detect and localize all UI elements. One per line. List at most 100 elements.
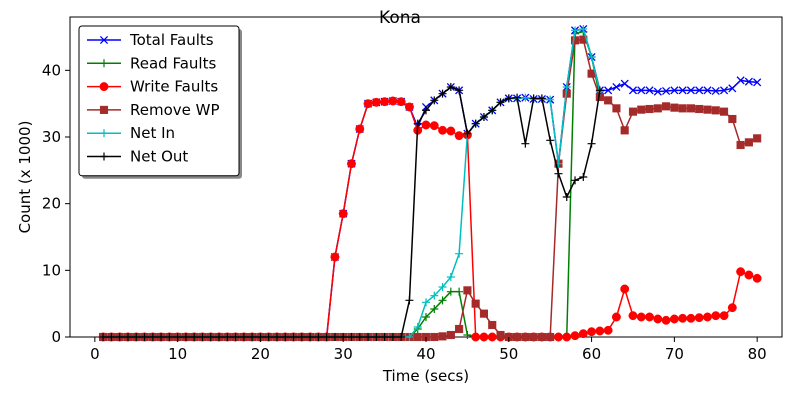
data-point-total-faults <box>678 86 687 95</box>
data-point-total-faults <box>736 76 745 85</box>
series-net-out <box>99 83 604 341</box>
data-point-remove-wp <box>537 332 546 342</box>
data-point-write-faults <box>719 311 729 321</box>
data-point-net-out <box>148 333 157 341</box>
y-tick-label: 10 <box>42 261 61 279</box>
x-tick-label: 70 <box>665 345 684 363</box>
data-point-write-faults <box>554 332 563 342</box>
x-tick-label: 20 <box>251 345 270 363</box>
data-point-net-out <box>438 89 447 98</box>
data-point-net-out <box>496 98 505 107</box>
data-point-net-out <box>306 333 315 341</box>
data-point-total-faults <box>670 86 679 95</box>
legend-marker-net-out <box>100 152 108 161</box>
data-point-net-in <box>571 26 580 35</box>
data-point-net-out <box>521 139 530 148</box>
data-point-write-faults <box>653 314 663 324</box>
data-point-net-out <box>248 333 257 341</box>
data-point-write-faults <box>330 252 340 262</box>
data-point-total-faults <box>695 86 704 95</box>
data-point-remove-wp <box>479 309 489 318</box>
data-point-net-in <box>413 323 422 331</box>
data-point-net-out <box>140 333 149 341</box>
data-point-write-faults <box>744 270 754 280</box>
y-axis-label: Count (x 1000) <box>16 121 34 234</box>
data-point-write-faults <box>562 332 572 342</box>
legend-marker-write-faults <box>99 82 109 92</box>
data-point-write-faults <box>454 131 464 141</box>
data-point-net-out <box>413 119 422 128</box>
x-tick-label: 40 <box>416 345 435 363</box>
data-point-write-faults <box>636 312 646 322</box>
data-point-remove-wp <box>413 332 422 342</box>
axes-layer: 0 10 20 30 40 50 60 70 80 0 10 20 30 40 <box>42 61 767 363</box>
data-point-net-out <box>190 333 199 341</box>
data-point-total-faults <box>653 87 662 96</box>
data-point-write-faults <box>611 312 621 322</box>
data-point-write-faults <box>711 311 721 321</box>
x-tick-label: 80 <box>748 345 767 363</box>
data-point-remove-wp <box>662 102 671 111</box>
series-layer <box>98 24 762 342</box>
y-tick-label: 40 <box>42 61 61 79</box>
data-point-write-faults <box>396 97 406 107</box>
data-point-total-faults <box>753 78 762 87</box>
data-point-total-faults <box>612 82 621 92</box>
data-point-net-out <box>330 333 339 341</box>
data-point-write-faults <box>727 303 737 313</box>
data-point-write-faults <box>388 96 398 106</box>
data-point-write-faults <box>678 313 688 323</box>
data-point-net-out <box>297 333 306 341</box>
data-point-total-faults <box>645 86 654 95</box>
data-point-remove-wp <box>719 107 729 116</box>
data-point-remove-wp <box>446 330 455 340</box>
data-point-write-faults <box>645 312 654 322</box>
data-point-write-faults <box>752 273 762 283</box>
data-point-net-out <box>99 333 108 341</box>
legend-label-read-faults: Read Faults <box>130 54 216 72</box>
data-point-net-out <box>595 86 604 95</box>
data-point-total-faults <box>728 84 737 93</box>
data-point-net-out <box>206 333 215 341</box>
data-point-remove-wp <box>620 126 629 135</box>
data-point-remove-wp <box>471 299 480 308</box>
data-point-total-faults <box>620 79 629 88</box>
data-point-write-faults <box>603 325 613 335</box>
data-point-total-faults <box>628 86 638 95</box>
data-point-write-faults <box>661 315 671 325</box>
data-point-write-faults <box>371 97 381 107</box>
data-point-total-faults <box>604 86 613 95</box>
data-point-net-out <box>554 169 563 178</box>
data-point-write-faults <box>487 332 497 342</box>
data-point-write-faults <box>446 126 456 136</box>
data-point-write-faults <box>421 120 431 130</box>
data-point-net-out <box>388 333 397 341</box>
data-point-net-in <box>579 25 588 33</box>
data-point-net-out <box>562 193 571 201</box>
data-point-write-faults <box>355 124 365 134</box>
data-point-read-faults <box>422 313 430 321</box>
data-point-net-out <box>355 333 364 341</box>
data-point-write-faults <box>479 332 489 342</box>
data-point-net-out <box>463 129 472 138</box>
data-point-net-in <box>521 93 530 102</box>
data-point-net-out <box>215 333 224 341</box>
data-point-write-faults <box>438 125 448 135</box>
data-point-remove-wp <box>695 104 704 114</box>
data-point-net-out <box>107 333 116 341</box>
legend-label-net-out: Net Out <box>130 148 188 166</box>
data-point-write-faults <box>570 331 580 341</box>
legend-label-net-in: Net In <box>130 124 175 142</box>
data-point-remove-wp <box>645 104 654 114</box>
data-point-write-faults <box>429 121 439 131</box>
data-point-net-out <box>132 333 141 341</box>
data-point-net-out <box>264 333 273 341</box>
data-point-write-faults <box>363 99 373 109</box>
data-point-net-out <box>587 139 596 148</box>
data-point-net-out <box>223 333 232 341</box>
data-point-total-faults <box>662 86 671 96</box>
data-point-remove-wp <box>670 103 679 112</box>
data-point-remove-wp <box>744 138 753 147</box>
data-point-write-faults <box>338 209 348 219</box>
data-point-total-faults <box>703 86 712 95</box>
